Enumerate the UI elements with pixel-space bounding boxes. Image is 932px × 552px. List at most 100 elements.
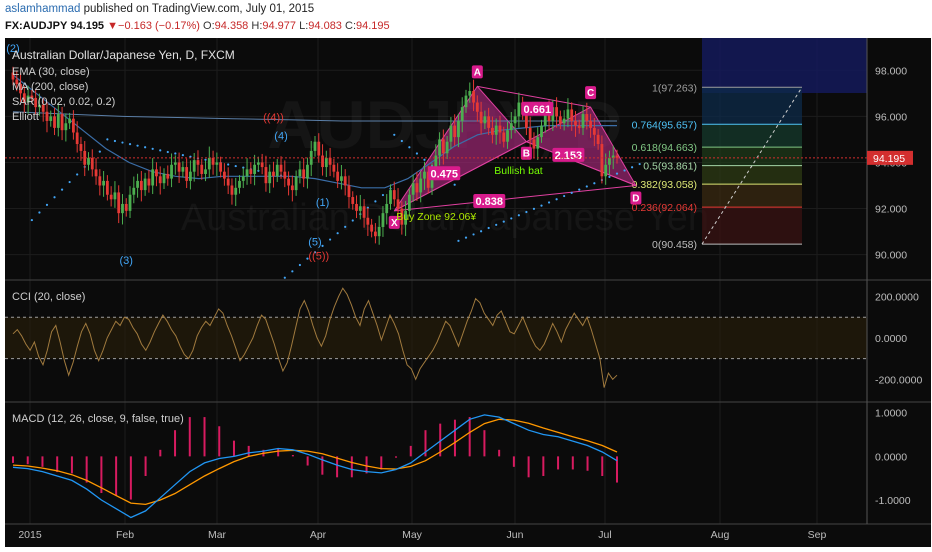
cci-line[interactable]: [12, 287, 618, 388]
candle-body[interactable]: [366, 217, 370, 225]
candle-body[interactable]: [128, 194, 132, 211]
candle-body[interactable]: [173, 162, 177, 165]
indicator-sar[interactable]: SAR (0.02, 0.02, 0.2): [12, 96, 115, 108]
candle-body[interactable]: [358, 206, 362, 211]
candle-body[interactable]: [109, 194, 113, 200]
candle-body[interactable]: [272, 171, 275, 177]
candle-body[interactable]: [75, 132, 79, 145]
candle-body[interactable]: [309, 150, 313, 165]
candle-body[interactable]: [275, 164, 279, 177]
chart-area[interactable]: AUDJPY, D Australian Dollar/Japanese Yen…: [5, 38, 931, 547]
macd-line[interactable]: [12, 414, 618, 519]
author-link[interactable]: aslamhammad: [5, 3, 81, 15]
candle-body[interactable]: [400, 208, 404, 225]
candle-body[interactable]: [45, 111, 49, 121]
candle-body[interactable]: [204, 169, 207, 174]
candle-body[interactable]: [287, 178, 290, 186]
candle-body[interactable]: [547, 111, 551, 121]
candle-body[interactable]: [536, 137, 540, 149]
candle-body[interactable]: [98, 176, 102, 186]
candle-body[interactable]: [468, 91, 472, 96]
candle-body[interactable]: [562, 118, 566, 124]
candle-body[interactable]: [117, 192, 121, 214]
candle-body[interactable]: [162, 173, 166, 184]
candle-body[interactable]: [528, 127, 532, 140]
candle-body[interactable]: [351, 197, 355, 204]
candle-body[interactable]: [294, 176, 298, 191]
candle-body[interactable]: [566, 109, 570, 119]
candle-body[interactable]: [460, 107, 464, 121]
candle-body[interactable]: [256, 162, 260, 165]
candle-body[interactable]: [411, 183, 415, 195]
candle-body[interactable]: [121, 203, 124, 214]
candle-body[interactable]: [407, 194, 411, 211]
candle-body[interactable]: [600, 144, 604, 177]
candle-body[interactable]: [113, 192, 117, 200]
candle-body[interactable]: [230, 185, 234, 195]
candle-body[interactable]: [302, 169, 306, 179]
candle-body[interactable]: [143, 178, 147, 191]
candle-body[interactable]: [328, 157, 332, 165]
candle-body[interactable]: [389, 190, 392, 204]
chart-canvas[interactable]: AUDJPY, D Australian Dollar/Japanese Yen…: [5, 38, 931, 547]
candle-body[interactable]: [513, 116, 517, 124]
candle-body[interactable]: [306, 164, 309, 179]
candle-body[interactable]: [268, 171, 272, 184]
candle-body[interactable]: [438, 139, 441, 156]
candle-body[interactable]: [362, 206, 366, 218]
candle-body[interactable]: [581, 114, 585, 128]
candle-body[interactable]: [611, 155, 615, 158]
candle-body[interactable]: [249, 169, 253, 174]
candle-body[interactable]: [158, 176, 162, 184]
candle-body[interactable]: [332, 164, 336, 172]
candle-body[interactable]: [577, 125, 581, 128]
candle-body[interactable]: [483, 116, 487, 124]
candle-body[interactable]: [170, 164, 173, 179]
candle-body[interactable]: [509, 123, 513, 131]
candle-body[interactable]: [343, 176, 347, 186]
macd-signal-line[interactable]: [12, 418, 618, 506]
candle-body[interactable]: [192, 160, 196, 172]
candle-body[interactable]: [94, 169, 98, 177]
candle-body[interactable]: [245, 169, 249, 177]
candle-body[interactable]: [558, 116, 562, 124]
indicator-ema[interactable]: EMA (30, close): [12, 66, 90, 78]
candle-body[interactable]: [555, 107, 558, 117]
candle-body[interactable]: [445, 141, 449, 154]
candle-body[interactable]: [34, 97, 38, 108]
candle-body[interactable]: [472, 91, 475, 103]
cci-pane[interactable]: [5, 287, 867, 388]
candle-body[interactable]: [608, 157, 611, 165]
candle-body[interactable]: [151, 169, 155, 186]
candle-body[interactable]: [449, 125, 453, 142]
macd-title[interactable]: MACD (12, 26, close, 9, false, true): [12, 413, 184, 425]
candle-body[interactable]: [336, 171, 340, 181]
candle-body[interactable]: [72, 118, 75, 133]
candle-body[interactable]: [475, 102, 479, 112]
candle-body[interactable]: [340, 176, 343, 181]
candle-body[interactable]: [321, 155, 324, 168]
candle-body[interactable]: [124, 203, 128, 211]
candle-body[interactable]: [211, 157, 215, 165]
candle-body[interactable]: [223, 171, 226, 179]
candle-body[interactable]: [525, 114, 528, 128]
candle-body[interactable]: [374, 231, 377, 237]
candle-body[interactable]: [147, 178, 151, 186]
candle-body[interactable]: [226, 178, 230, 186]
candle-body[interactable]: [570, 109, 574, 121]
candle-body[interactable]: [11, 72, 15, 80]
cci-title[interactable]: CCI (20, close): [12, 291, 85, 303]
candle-body[interactable]: [487, 116, 491, 128]
candle-body[interactable]: [139, 180, 143, 191]
candle-body[interactable]: [540, 125, 543, 138]
candle-body[interactable]: [215, 162, 219, 165]
candle-body[interactable]: [464, 95, 468, 108]
candle-body[interactable]: [132, 187, 136, 195]
candle-body[interactable]: [298, 169, 302, 177]
candle-body[interactable]: [453, 125, 457, 138]
candle-body[interactable]: [426, 171, 430, 188]
candle-body[interactable]: [283, 171, 287, 179]
candle-body[interactable]: [196, 160, 200, 165]
candle-body[interactable]: [532, 139, 536, 149]
candle-body[interactable]: [543, 111, 547, 126]
